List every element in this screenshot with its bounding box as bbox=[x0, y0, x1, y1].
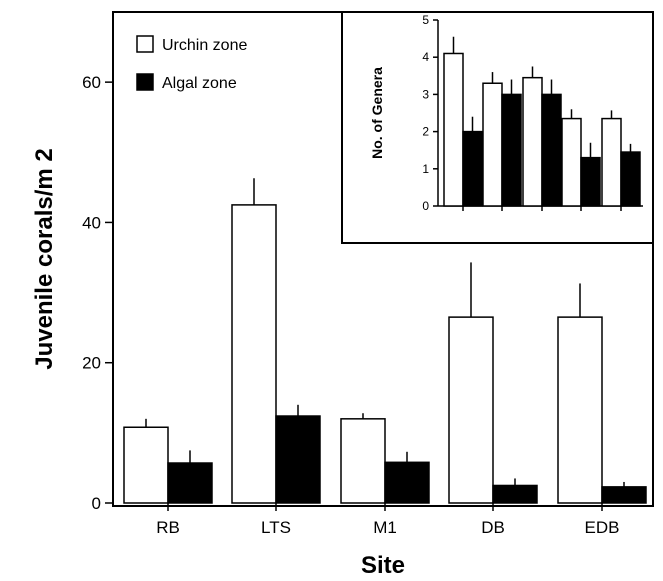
bar-algal-rb bbox=[168, 463, 212, 503]
legend-swatch-urchin bbox=[137, 36, 153, 52]
bar-algal-m1 bbox=[385, 462, 429, 503]
inset-y-tick-label-4: 4 bbox=[422, 50, 429, 64]
inset-y-axis-title: No. of Genera bbox=[369, 67, 385, 159]
inset-bar-algal-m1 bbox=[542, 94, 561, 206]
legend-label-urchin: Urchin zone bbox=[162, 37, 247, 54]
inset-bar-algal-edb bbox=[621, 152, 640, 206]
legend-label-algal: Algal zone bbox=[162, 75, 237, 92]
inset-bar-algal-db bbox=[581, 158, 600, 206]
x-tick-label-m1: M1 bbox=[373, 518, 397, 537]
bar-urchin-rb bbox=[124, 427, 168, 503]
y-axis-title: Juvenile corals/m 2 bbox=[31, 148, 58, 369]
inset-bar-algal-lts bbox=[502, 94, 521, 206]
inset-bar-urchin-m1 bbox=[523, 78, 542, 206]
inset-y-tick-label-1: 1 bbox=[422, 162, 429, 176]
inset-bar-urchin-db bbox=[562, 119, 581, 206]
bar-algal-db bbox=[493, 485, 537, 503]
x-tick-label-edb: EDB bbox=[585, 518, 620, 537]
bar-urchin-db bbox=[449, 317, 493, 503]
inset-bar-algal-rb bbox=[463, 132, 482, 206]
y-tick-label-60: 60 bbox=[82, 73, 101, 92]
bar-urchin-edb bbox=[558, 317, 602, 503]
legend-swatch-algal bbox=[137, 74, 153, 90]
x-tick-label-lts: LTS bbox=[261, 518, 291, 537]
bar-urchin-lts bbox=[232, 205, 276, 503]
inset-y-tick-label-0: 0 bbox=[422, 199, 429, 213]
inset-y-tick-label-2: 2 bbox=[422, 125, 429, 139]
bar-urchin-m1 bbox=[341, 419, 385, 503]
bar-algal-edb bbox=[602, 487, 646, 503]
y-tick-label-40: 40 bbox=[82, 213, 101, 232]
inset-y-tick-label-5: 5 bbox=[422, 13, 429, 27]
x-tick-label-rb: RB bbox=[156, 518, 180, 537]
x-tick-label-db: DB bbox=[481, 518, 505, 537]
y-tick-label-20: 20 bbox=[82, 354, 101, 373]
bar-algal-lts bbox=[276, 416, 320, 503]
inset-y-tick-label-3: 3 bbox=[422, 87, 429, 101]
inset-bar-urchin-edb bbox=[602, 119, 621, 206]
inset-bar-urchin-rb bbox=[444, 53, 463, 206]
x-axis-title: Site bbox=[361, 552, 405, 579]
y-tick-label-0: 0 bbox=[92, 494, 101, 513]
inset-bar-urchin-lts bbox=[483, 83, 502, 206]
